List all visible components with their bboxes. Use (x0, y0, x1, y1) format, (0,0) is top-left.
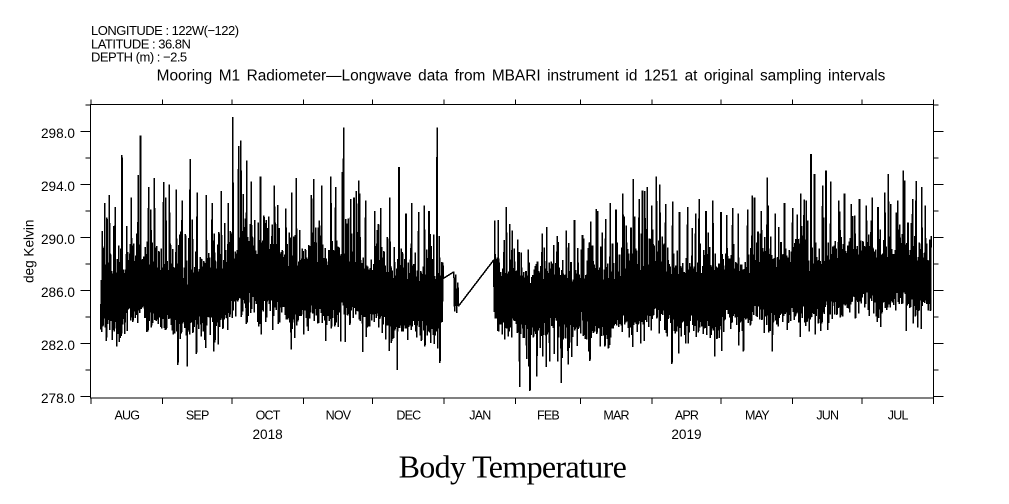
svg-text:294.0: 294.0 (41, 179, 75, 194)
svg-text:OCT: OCT (256, 408, 281, 422)
svg-text:JAN: JAN (469, 408, 491, 422)
svg-text:AUG: AUG (114, 408, 139, 422)
svg-text:LATITUDE : 36.8N: LATITUDE : 36.8N (91, 36, 191, 51)
svg-text:SEP: SEP (186, 408, 209, 422)
svg-text:MAR: MAR (603, 408, 629, 422)
svg-text:290.0: 290.0 (41, 232, 75, 247)
svg-text:JUL: JUL (888, 408, 909, 422)
svg-text:DEPTH (m) : −2.5: DEPTH (m) : −2.5 (91, 49, 187, 64)
svg-text:APR: APR (675, 408, 699, 422)
svg-text:DEC: DEC (396, 408, 421, 422)
svg-text:FEB: FEB (537, 408, 559, 422)
svg-text:LONGITUDE : 122W(−122): LONGITUDE : 122W(−122) (91, 23, 239, 38)
svg-text:Body Temperature: Body Temperature (399, 449, 627, 485)
svg-text:MAY: MAY (745, 408, 770, 422)
svg-text:278.0: 278.0 (41, 391, 75, 406)
svg-text:NOV: NOV (326, 408, 352, 422)
svg-text:2019: 2019 (671, 427, 701, 442)
svg-text:JUN: JUN (816, 408, 839, 422)
svg-text:282.0: 282.0 (41, 338, 75, 353)
svg-text:286.0: 286.0 (41, 285, 75, 300)
svg-text:deg Kelvin: deg Kelvin (22, 220, 37, 283)
svg-text:Mooring M1 Radiometer—Longwave: Mooring M1 Radiometer—Longwave data from… (157, 68, 886, 85)
svg-text:298.0: 298.0 (41, 126, 75, 141)
svg-text:2018: 2018 (252, 427, 282, 442)
